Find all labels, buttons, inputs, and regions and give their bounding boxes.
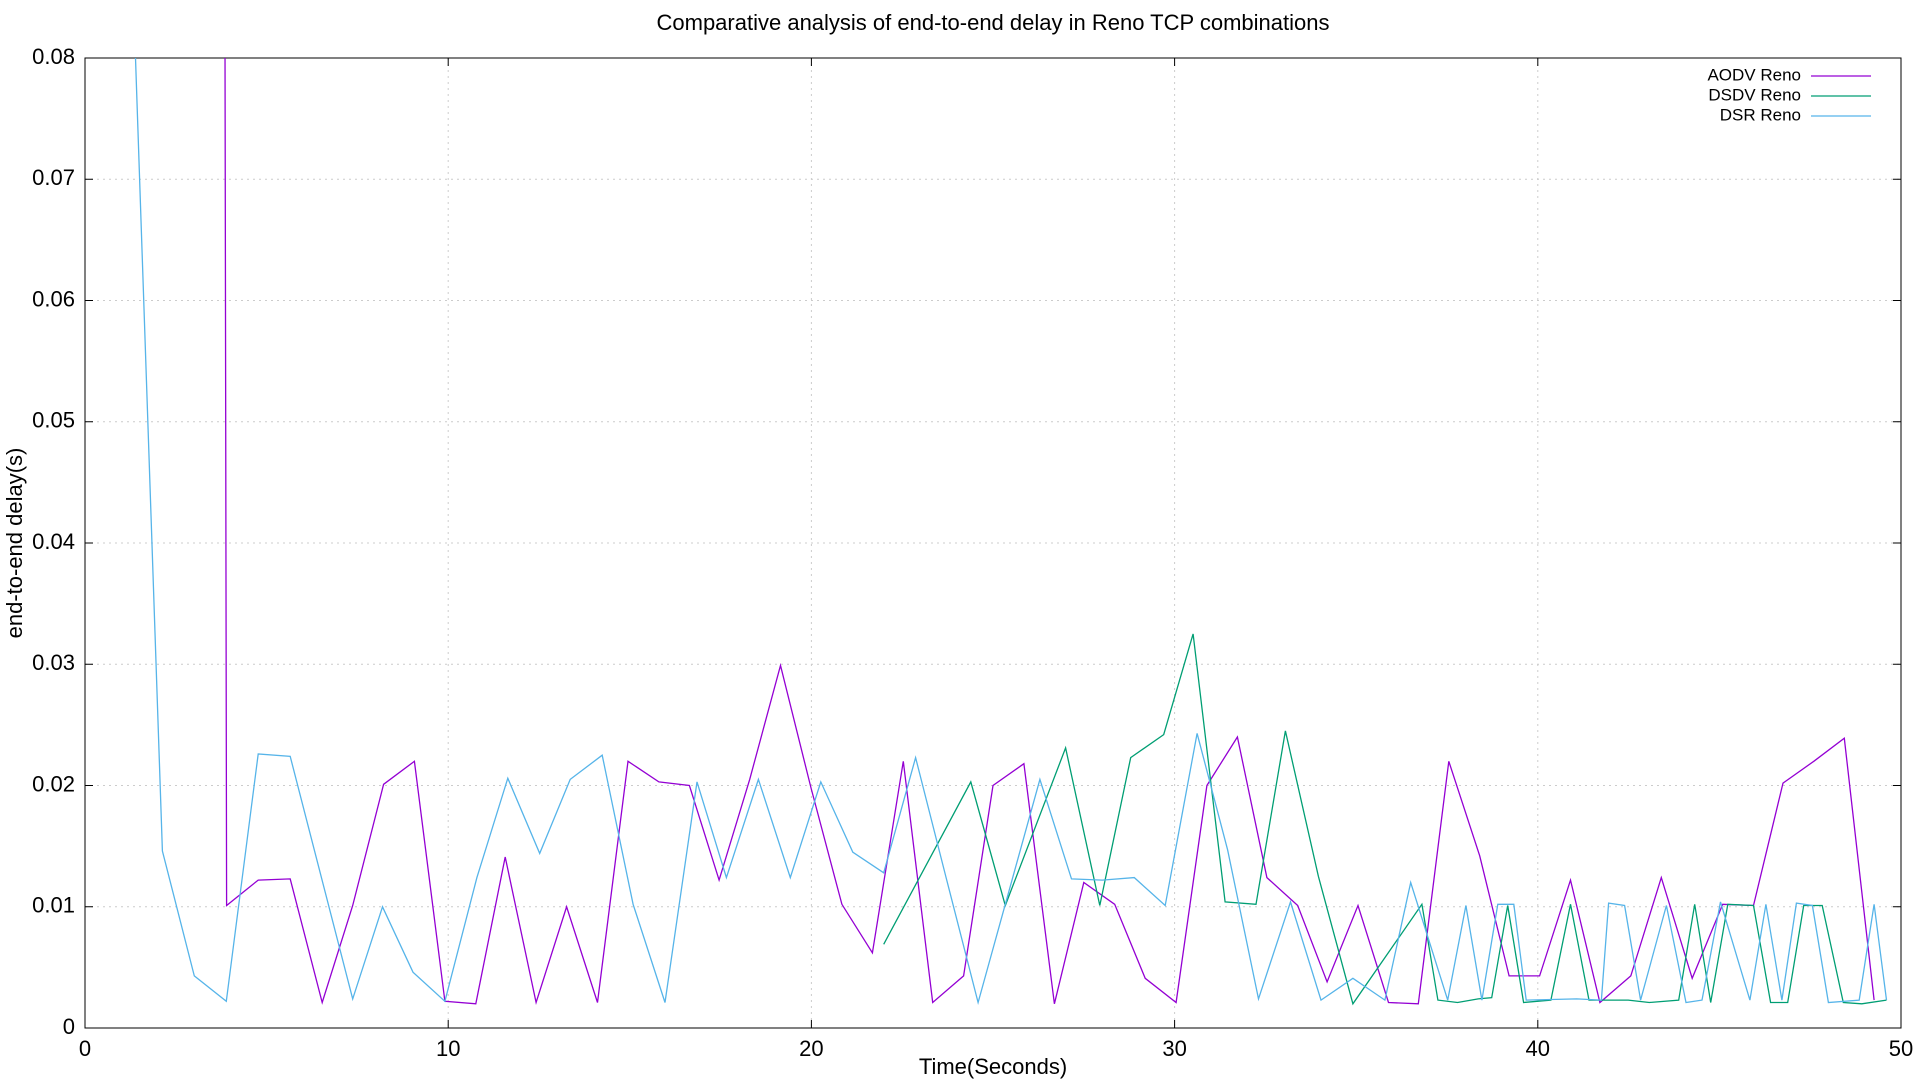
y-tick-label: 0.07 (32, 165, 75, 190)
legend-label: DSR Reno (1720, 105, 1801, 124)
legend-label: AODV Reno (1707, 65, 1801, 84)
line-series (134, 58, 1888, 1006)
line-series (224, 58, 1875, 1006)
y-tick-label: 0.08 (32, 44, 75, 69)
line-series (883, 633, 1887, 1006)
y-tick-label: 0.03 (32, 650, 75, 675)
y-tick-label: 0.06 (32, 286, 75, 311)
legend-label: DSDV Reno (1708, 85, 1801, 104)
x-tick-label: 10 (436, 1036, 460, 1061)
x-tick-label: 20 (799, 1036, 823, 1061)
y-tick-label: 0.02 (32, 771, 75, 796)
plot-frame (84, 57, 1902, 1029)
y-tick-label: 0 (63, 1014, 75, 1039)
y-tick-label: 0.01 (32, 893, 75, 918)
chart-title: Comparative analysis of end-to-end delay… (657, 10, 1330, 35)
y-axis-label: end-to-end delay(s) (2, 448, 27, 639)
plot-area (134, 58, 1888, 1006)
x-tick-label: 40 (1526, 1036, 1550, 1061)
y-tick-label: 0.04 (32, 529, 75, 554)
x-axis-label: Time(Seconds) (919, 1054, 1067, 1079)
y-tick-label: 0.05 (32, 408, 75, 433)
x-tick-label: 30 (1162, 1036, 1186, 1061)
x-tick-label: 0 (79, 1036, 91, 1061)
x-tick-label: 50 (1889, 1036, 1913, 1061)
